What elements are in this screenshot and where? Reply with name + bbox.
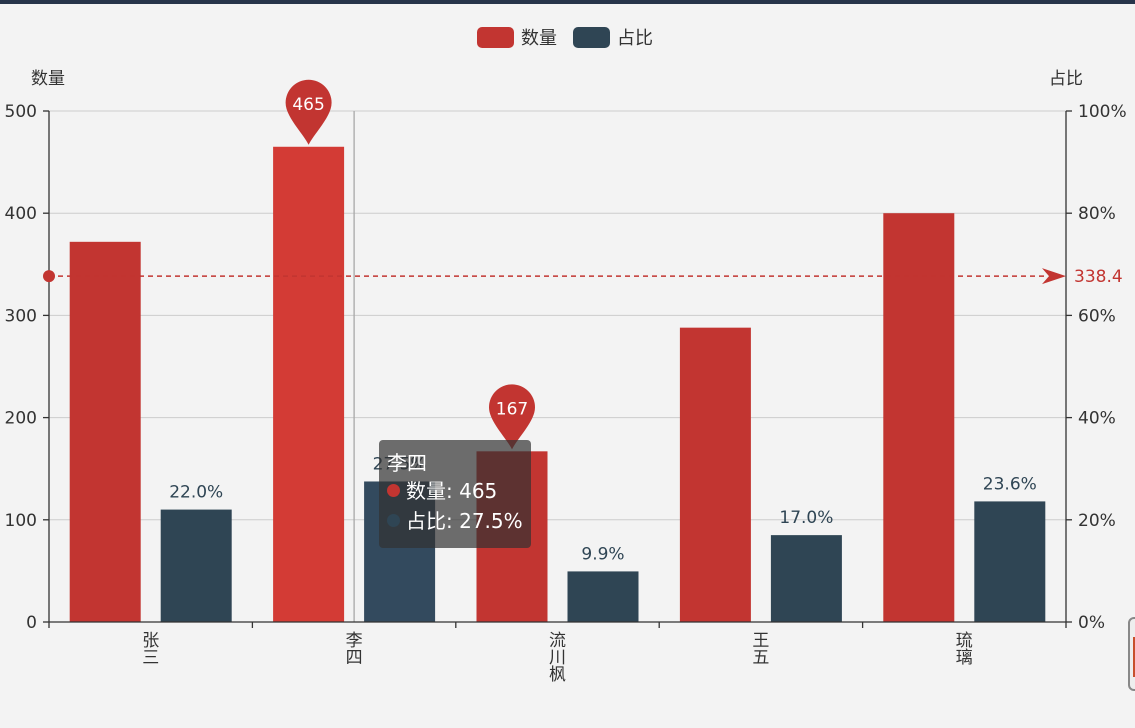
- y-right-tick-label: 60%: [1078, 306, 1116, 326]
- bar-value-label: 22.0%: [169, 483, 223, 503]
- average-mark-line: 338.4: [43, 267, 1123, 287]
- tooltip-title: 李四: [387, 451, 427, 475]
- legend-swatch-1[interactable]: [573, 27, 610, 48]
- y-left-tick-label: 500: [5, 102, 37, 122]
- bar-count[interactable]: [679, 327, 751, 622]
- y-left-tick-label: 100: [5, 511, 37, 531]
- tooltip-row-ratio-text: 占比: 27.5%: [406, 509, 523, 533]
- bar-count[interactable]: [69, 241, 141, 623]
- y-left-tick-label: 200: [5, 409, 37, 429]
- bar-count[interactable]: [273, 146, 345, 622]
- bar-count[interactable]: [883, 213, 955, 622]
- y-axis-right-name: 占比: [1049, 69, 1083, 89]
- bar-ratio[interactable]: [567, 571, 639, 622]
- x-tick-label: 琉璃: [956, 631, 973, 668]
- y-right-tick-label: 80%: [1078, 204, 1116, 224]
- mark-points: 465 167: [285, 79, 535, 450]
- mark-point-label: 465: [292, 95, 324, 115]
- x-tick-label: 李四: [346, 631, 363, 668]
- legend-swatch-0[interactable]: [477, 27, 514, 48]
- y-axis-left-name: 数量: [31, 69, 65, 89]
- bar-value-label: 17.0%: [779, 508, 833, 528]
- mark-point-label: 167: [496, 399, 528, 419]
- y-left-tick-label: 400: [5, 204, 37, 224]
- mark-point-pin-icon: [285, 79, 332, 145]
- x-tick-label: 流川枫: [549, 631, 566, 685]
- y-left-tick-label: 0: [26, 613, 37, 633]
- x-tick-label: 张三: [142, 631, 159, 668]
- mark-line-label: 338.4: [1074, 267, 1123, 287]
- y-right-tick-label: 0%: [1078, 613, 1105, 633]
- tooltip-row-ratio: 占比: 27.5%: [387, 506, 523, 536]
- bars[interactable]: [69, 146, 1046, 623]
- bar-value-label: 9.9%: [581, 544, 624, 564]
- side-scroll-handle[interactable]: [1128, 617, 1135, 691]
- bar-ratio[interactable]: [974, 501, 1046, 622]
- bar-value-label: 23.6%: [983, 474, 1037, 494]
- tooltip-row-count: 数量: 465: [387, 476, 523, 506]
- tooltip-dot-icon: [387, 484, 400, 497]
- top-border-bar: [0, 0, 1135, 4]
- y-right-tick-label: 40%: [1078, 409, 1116, 429]
- y-right-tick-label: 100%: [1078, 102, 1127, 122]
- legend-label-1[interactable]: 占比: [617, 28, 653, 49]
- bar-ratio[interactable]: [160, 509, 232, 622]
- tooltip-dot-icon: [387, 514, 400, 527]
- bar-ratio[interactable]: [770, 535, 842, 622]
- side-handle-thumb[interactable]: [1133, 637, 1135, 677]
- y-right-tick-label: 20%: [1078, 511, 1116, 531]
- tooltip: 李四 数量: 465 占比: 27.5%: [379, 440, 531, 548]
- tooltip-row-count-text: 数量: 465: [406, 479, 498, 503]
- y-left-tick-label: 300: [5, 306, 37, 326]
- mark-point-pin-icon: [489, 384, 535, 450]
- axes: 01002003004005000%20%40%60%80%100%张三李四流川…: [5, 102, 1127, 685]
- mark-line-arrow-icon: [1042, 268, 1066, 285]
- mark-line-start-dot-icon: [43, 270, 55, 283]
- legend-label-0[interactable]: 数量: [521, 28, 557, 49]
- x-tick-label: 王五: [752, 631, 769, 668]
- legend[interactable]: 数量 占比: [477, 27, 653, 49]
